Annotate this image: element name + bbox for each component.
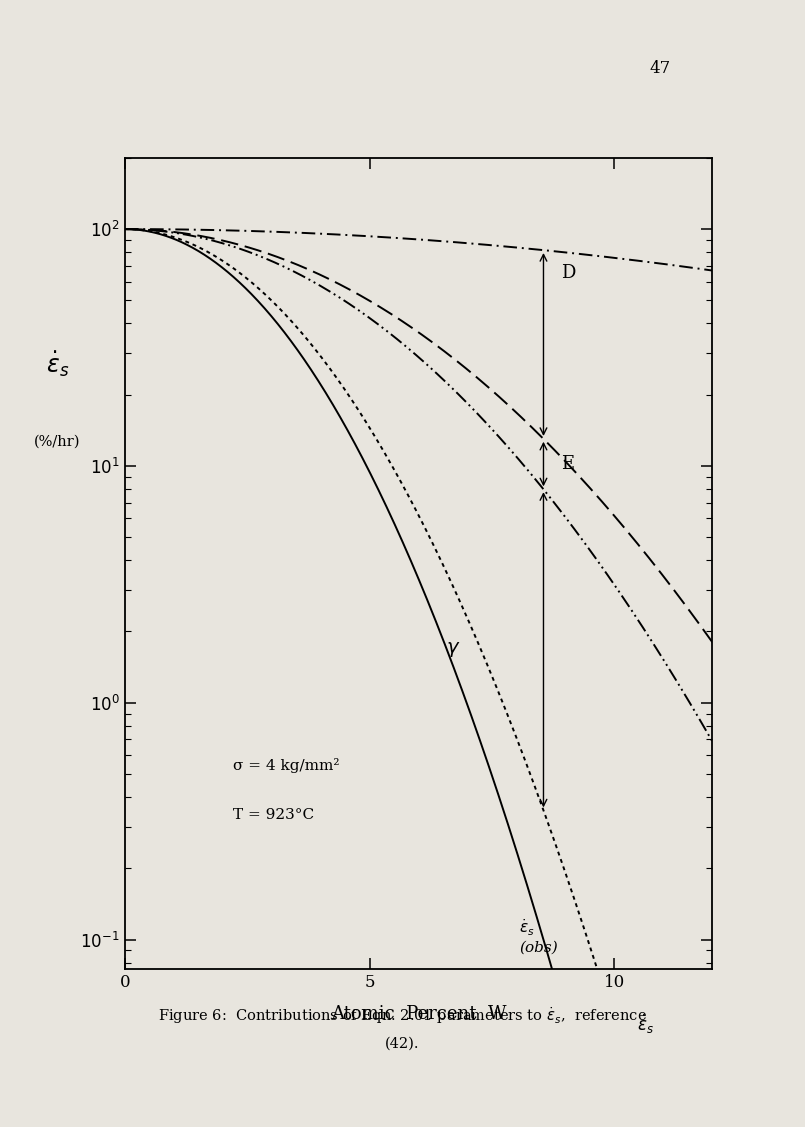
Text: 47: 47 — [650, 60, 671, 78]
Text: D: D — [560, 264, 575, 282]
Text: $\dot{\varepsilon}_s$: $\dot{\varepsilon}_s$ — [46, 349, 69, 379]
Text: $\dot{\varepsilon}_s$
(obs): $\dot{\varepsilon}_s$ (obs) — [519, 917, 558, 955]
Text: Figure 6:  Contributions of Eqn. 2.01 parameters to $\dot{\varepsilon}_s$,  refe: Figure 6: Contributions of Eqn. 2.01 par… — [158, 1005, 647, 1026]
Text: $\dot{\varepsilon}_s$: $\dot{\varepsilon}_s$ — [637, 1013, 654, 1036]
Text: $\gamma$: $\gamma$ — [445, 640, 460, 659]
Text: (%/hr): (%/hr) — [34, 435, 80, 449]
Text: σ = 4 kg/mm²: σ = 4 kg/mm² — [233, 758, 340, 773]
Text: E: E — [560, 455, 574, 473]
Text: (42).: (42). — [386, 1037, 419, 1050]
X-axis label: Atomic  Percent  W: Atomic Percent W — [331, 1005, 506, 1023]
Text: T = 923°C: T = 923°C — [233, 808, 315, 822]
